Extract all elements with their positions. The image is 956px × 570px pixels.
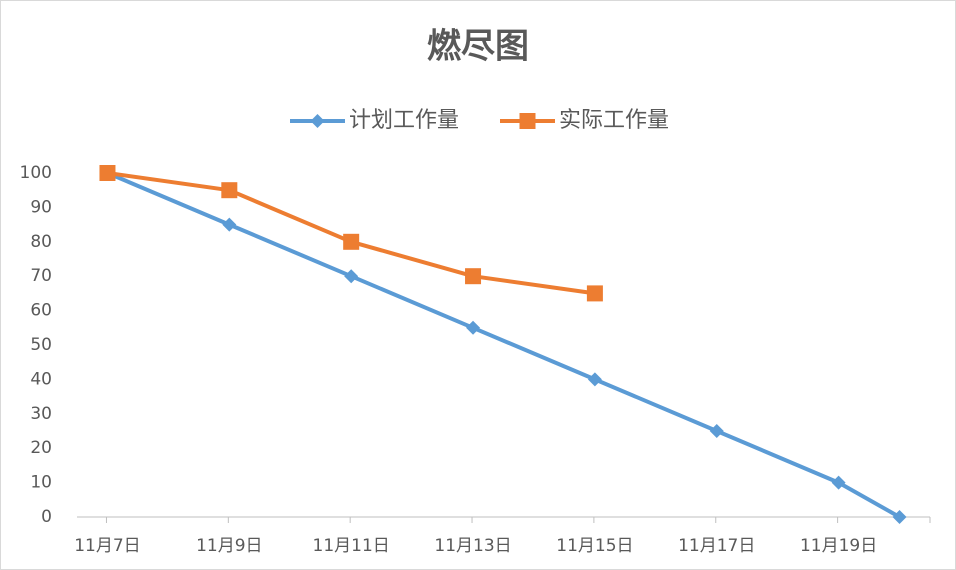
- legend-marker: [310, 114, 325, 128]
- y-tick-label: 0: [41, 507, 52, 527]
- y-tick-label: 70: [30, 266, 52, 286]
- legend-label: 计划工作量: [349, 108, 459, 133]
- y-tick-label: 50: [30, 335, 52, 355]
- data-point: [221, 182, 238, 199]
- y-tick-label: 10: [30, 473, 52, 493]
- data-point: [466, 320, 481, 335]
- data-point: [343, 233, 360, 250]
- y-tick-label: 20: [30, 438, 52, 458]
- data-point: [892, 510, 907, 524]
- x-tick-label: 11月11日: [313, 536, 390, 556]
- y-tick-label: 90: [30, 197, 52, 217]
- data-point: [709, 424, 724, 438]
- data-point: [587, 372, 602, 387]
- x-tick-label: 11月19日: [800, 536, 877, 556]
- x-tick-label: 11月9日: [196, 536, 262, 556]
- data-point: [586, 285, 603, 302]
- x-tick-label: 11月17日: [678, 536, 755, 556]
- data-point: [465, 268, 482, 285]
- series-line: [106, 171, 901, 519]
- data-point: [99, 165, 116, 181]
- x-tick-label: 11月7日: [74, 536, 140, 556]
- y-tick-label: 40: [30, 369, 52, 389]
- y-tick-label: 60: [30, 301, 52, 321]
- y-tick-label: 30: [30, 404, 52, 424]
- x-tick-label: 11月13日: [434, 536, 511, 556]
- chart-title: 燃尽图: [427, 27, 529, 67]
- y-tick-label: 80: [30, 232, 52, 252]
- x-tick-label: 11月15日: [556, 536, 633, 556]
- data-point: [831, 475, 846, 490]
- legend-label: 实际工作量: [559, 108, 669, 133]
- data-point: [222, 217, 237, 232]
- y-tick-label: 100: [20, 163, 52, 183]
- data-point: [344, 269, 359, 284]
- legend-marker: [519, 113, 536, 129]
